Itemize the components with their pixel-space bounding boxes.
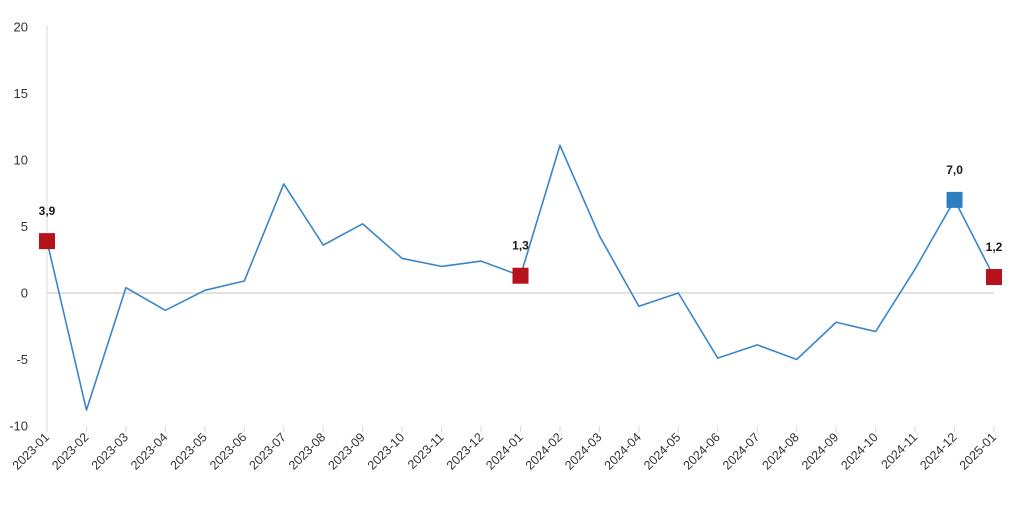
data-label: 7,0	[946, 163, 963, 177]
x-tick-label: 2024-10	[838, 430, 880, 472]
y-tick-label: 20	[14, 20, 28, 35]
data-label: 1,2	[986, 240, 1003, 254]
x-tick-label: 2024-12	[917, 430, 959, 472]
x-tick-label: 2023-07	[247, 430, 289, 472]
x-tick-label: 2023-11	[405, 430, 447, 472]
x-tick-label: 2024-03	[562, 430, 604, 472]
x-tick-label: 2023-09	[325, 430, 367, 472]
x-tick-label: 2024-09	[799, 430, 841, 472]
y-tick-label: -10	[9, 419, 28, 434]
x-tick-label: 2023-03	[89, 430, 131, 472]
highlight-marker	[946, 191, 963, 208]
x-axis: 2023-012023-022023-032023-042023-052023-…	[10, 426, 999, 473]
y-tick-label: -5	[16, 352, 28, 367]
x-tick-label: 2024-07	[720, 430, 762, 472]
y-tick-label: 10	[14, 153, 28, 168]
x-tick-label: 2023-08	[286, 430, 328, 472]
highlight-marker	[986, 269, 1002, 286]
highlight-marker	[512, 267, 529, 284]
x-tick-label: 2023-06	[207, 430, 249, 472]
highlight-markers: 3,9 1,3 7,0 1,2	[39, 163, 1003, 286]
x-tick-label: 2023-05	[168, 430, 210, 472]
y-axis: -10 -5 0 5 10 15 20	[9, 20, 48, 434]
x-tick-label: 2025-01	[957, 430, 999, 472]
x-tick-label: 2023-04	[128, 430, 170, 472]
y-tick-label: 0	[21, 286, 28, 301]
x-tick-label: 2023-01	[10, 430, 52, 472]
y-tick-label: 15	[14, 86, 28, 101]
x-tick-label: 2024-05	[641, 430, 683, 472]
x-tick-label: 2024-08	[759, 430, 801, 472]
x-tick-label: 2023-02	[49, 430, 91, 472]
x-tick-label: 2023-12	[444, 430, 486, 472]
data-label: 3,9	[39, 204, 56, 218]
highlight-marker	[39, 233, 55, 250]
y-tick-label: 5	[21, 219, 28, 234]
x-tick-label: 2024-04	[602, 430, 644, 472]
x-tick-label: 2024-01	[483, 430, 525, 472]
data-label: 1,3	[512, 239, 529, 253]
x-tick-label: 2024-11	[879, 430, 921, 472]
x-tick-label: 2023-10	[365, 430, 407, 472]
x-tick-label: 2024-06	[681, 430, 723, 472]
x-tick-label: 2024-02	[523, 430, 565, 472]
